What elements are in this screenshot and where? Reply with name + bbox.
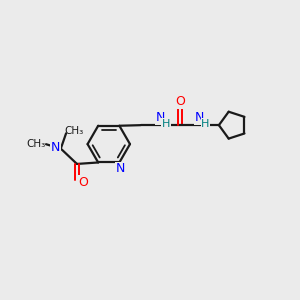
Text: O: O <box>79 176 88 189</box>
Text: CH₃: CH₃ <box>26 139 45 149</box>
Text: N: N <box>51 141 60 154</box>
Text: N: N <box>115 162 125 176</box>
Text: H: H <box>162 119 170 129</box>
Text: N: N <box>195 111 204 124</box>
Text: N: N <box>156 111 165 124</box>
Text: H: H <box>201 119 209 129</box>
Text: O: O <box>175 95 185 108</box>
Text: CH₃: CH₃ <box>65 126 84 136</box>
